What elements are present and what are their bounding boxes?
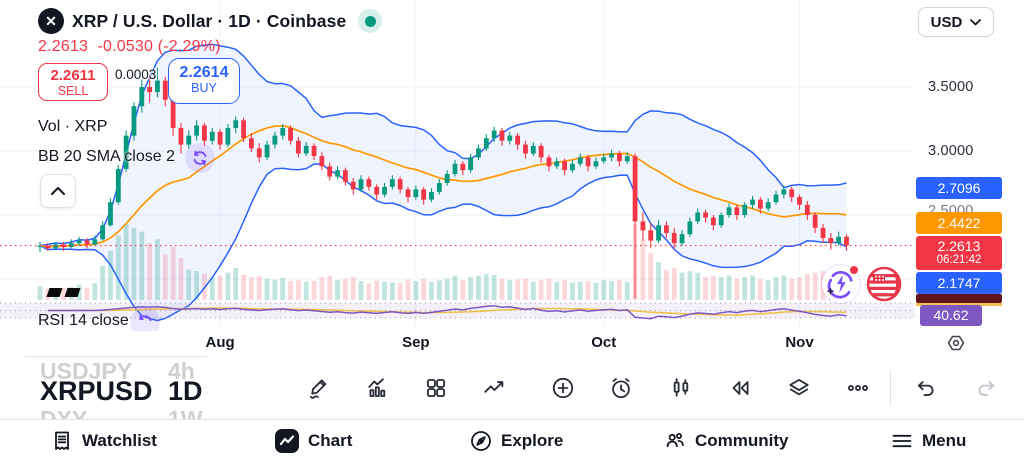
watchlist-icon [55, 431, 69, 450]
buy-price: 2.2614 [179, 64, 229, 81]
buy-button[interactable]: 2.2614 BUY [168, 58, 240, 104]
price-chart-canvas[interactable] [0, 0, 1024, 331]
nav-label: Explore [501, 431, 564, 450]
last-price-change: 2.2613 -0.0530 (-2.29%) [38, 38, 221, 56]
chart-type-button[interactable] [668, 375, 694, 401]
nav-chart[interactable]: Chart [274, 420, 352, 461]
volume-value-pill [916, 294, 1002, 303]
picker-row-active[interactable]: XRPUSD 1D [40, 376, 203, 407]
currency-selector[interactable]: USD [918, 7, 994, 37]
nav-menu[interactable]: Menu [890, 420, 966, 461]
grid-icon [426, 378, 446, 398]
redo-icon [978, 381, 995, 396]
xrp-logo-icon: ✕ [38, 8, 64, 34]
collapse-panel-button[interactable] [40, 174, 76, 208]
currency-value: USD [930, 13, 963, 31]
bottom-navigation: Watchlist Chart Explore Commu [0, 419, 1024, 461]
chart-toolbar [290, 362, 1024, 414]
undo-icon [917, 381, 934, 396]
rsi-indicator-label[interactable]: RSI 14 close [38, 312, 129, 329]
indicators-button[interactable] [365, 375, 391, 401]
spread-value: 0.0003 [115, 67, 157, 82]
redo-button[interactable] [974, 375, 1000, 401]
sparkle-icon [826, 287, 835, 296]
nav-community[interactable]: Community [663, 420, 789, 461]
rsi-refresh-icon[interactable] [130, 307, 160, 331]
picker-interval: 1D [168, 376, 203, 406]
ellipsis-icon [847, 385, 869, 391]
bb-indicator-label[interactable]: BB 20 SMA close 2 [38, 148, 175, 165]
layout-grid-button[interactable] [423, 375, 449, 401]
time-axis[interactable]: Aug Sep Oct Nov [0, 331, 1024, 355]
people-icon [666, 433, 684, 448]
compass-icon [471, 431, 491, 451]
rewind-icon [732, 381, 749, 395]
pencil-icon [309, 379, 327, 399]
picker-symbol: USDJPY [40, 358, 133, 384]
nav-label: Menu [922, 431, 967, 450]
sell-label: SELL [57, 84, 89, 98]
chart-icon [275, 429, 299, 453]
zigzag-arrow-icon [484, 381, 504, 393]
chart-settings-gear-icon[interactable] [944, 331, 970, 357]
symbol-interval-picker[interactable]: USDJPY 4h XRPUSD 1D DXY 1W [0, 352, 300, 432]
toolbar-separator [890, 370, 891, 406]
patterns-button[interactable] [481, 375, 507, 401]
notification-dot [849, 265, 859, 275]
object-tree-button[interactable] [786, 375, 812, 401]
alarm-clock-icon [612, 378, 630, 399]
candles-icon [673, 378, 689, 397]
plus-circle-icon [552, 377, 574, 399]
symbol-title[interactable]: XRP / U.S. Dollar · 1D · Coinbase [72, 10, 347, 31]
bb-refresh-icon[interactable] [185, 143, 215, 173]
chevron-down-icon [970, 18, 982, 25]
volume-indicator-label[interactable]: Vol · XRP [38, 118, 108, 135]
us-economic-events-badge[interactable] [865, 265, 903, 303]
layers-icon [789, 378, 809, 396]
replay-button[interactable] [727, 375, 753, 401]
nav-label: Chart [308, 431, 353, 450]
buy-label: BUY [191, 81, 217, 95]
nav-label: Community [695, 431, 789, 450]
axis-price-label: 2.5000 [928, 203, 974, 219]
nav-label: Watchlist [82, 431, 157, 450]
add-button[interactable] [550, 375, 576, 401]
hamburger-menu-icon [892, 434, 912, 448]
alerts-button[interactable] [608, 375, 634, 401]
picker-divider [25, 356, 207, 357]
indicators-icon [368, 378, 386, 398]
more-options-button[interactable] [845, 375, 871, 401]
draw-tool-button[interactable] [307, 375, 333, 401]
nav-watchlist[interactable]: Watchlist [50, 420, 157, 461]
axis-price-label: 3.5000 [928, 79, 974, 95]
ai-insights-badge[interactable] [822, 265, 860, 303]
nav-explore[interactable]: Explore [469, 420, 563, 461]
sell-button[interactable]: 2.2611 SELL [38, 63, 108, 101]
month-label-aug: Aug [205, 334, 235, 351]
lightning-icon [837, 274, 846, 293]
month-label-sep: Sep [402, 334, 430, 351]
axis-price-label: 3.0000 [928, 143, 974, 159]
market-status-icon[interactable] [358, 9, 383, 33]
undo-button[interactable] [912, 375, 938, 401]
chevron-up-icon [51, 187, 65, 195]
picker-row-prev[interactable]: USDJPY 4h [40, 358, 195, 385]
month-label-oct: Oct [591, 334, 617, 351]
price-change: -0.0530 (-2.29%) [97, 38, 221, 55]
last-price: 2.2613 [38, 38, 89, 55]
sell-price: 2.2611 [50, 67, 96, 84]
picker-symbol: XRPUSD [40, 376, 153, 406]
month-label-nov: Nov [785, 334, 814, 351]
rsi-ma-value-pill [916, 303, 1002, 306]
chart-area[interactable]: ✕ XRP / U.S. Dollar · 1D · Coinbase 2.26… [0, 0, 1024, 331]
picker-interval: 4h [168, 358, 195, 384]
symbol-header[interactable]: ✕ XRP / U.S. Dollar · 1D · Coinbase [38, 8, 383, 34]
